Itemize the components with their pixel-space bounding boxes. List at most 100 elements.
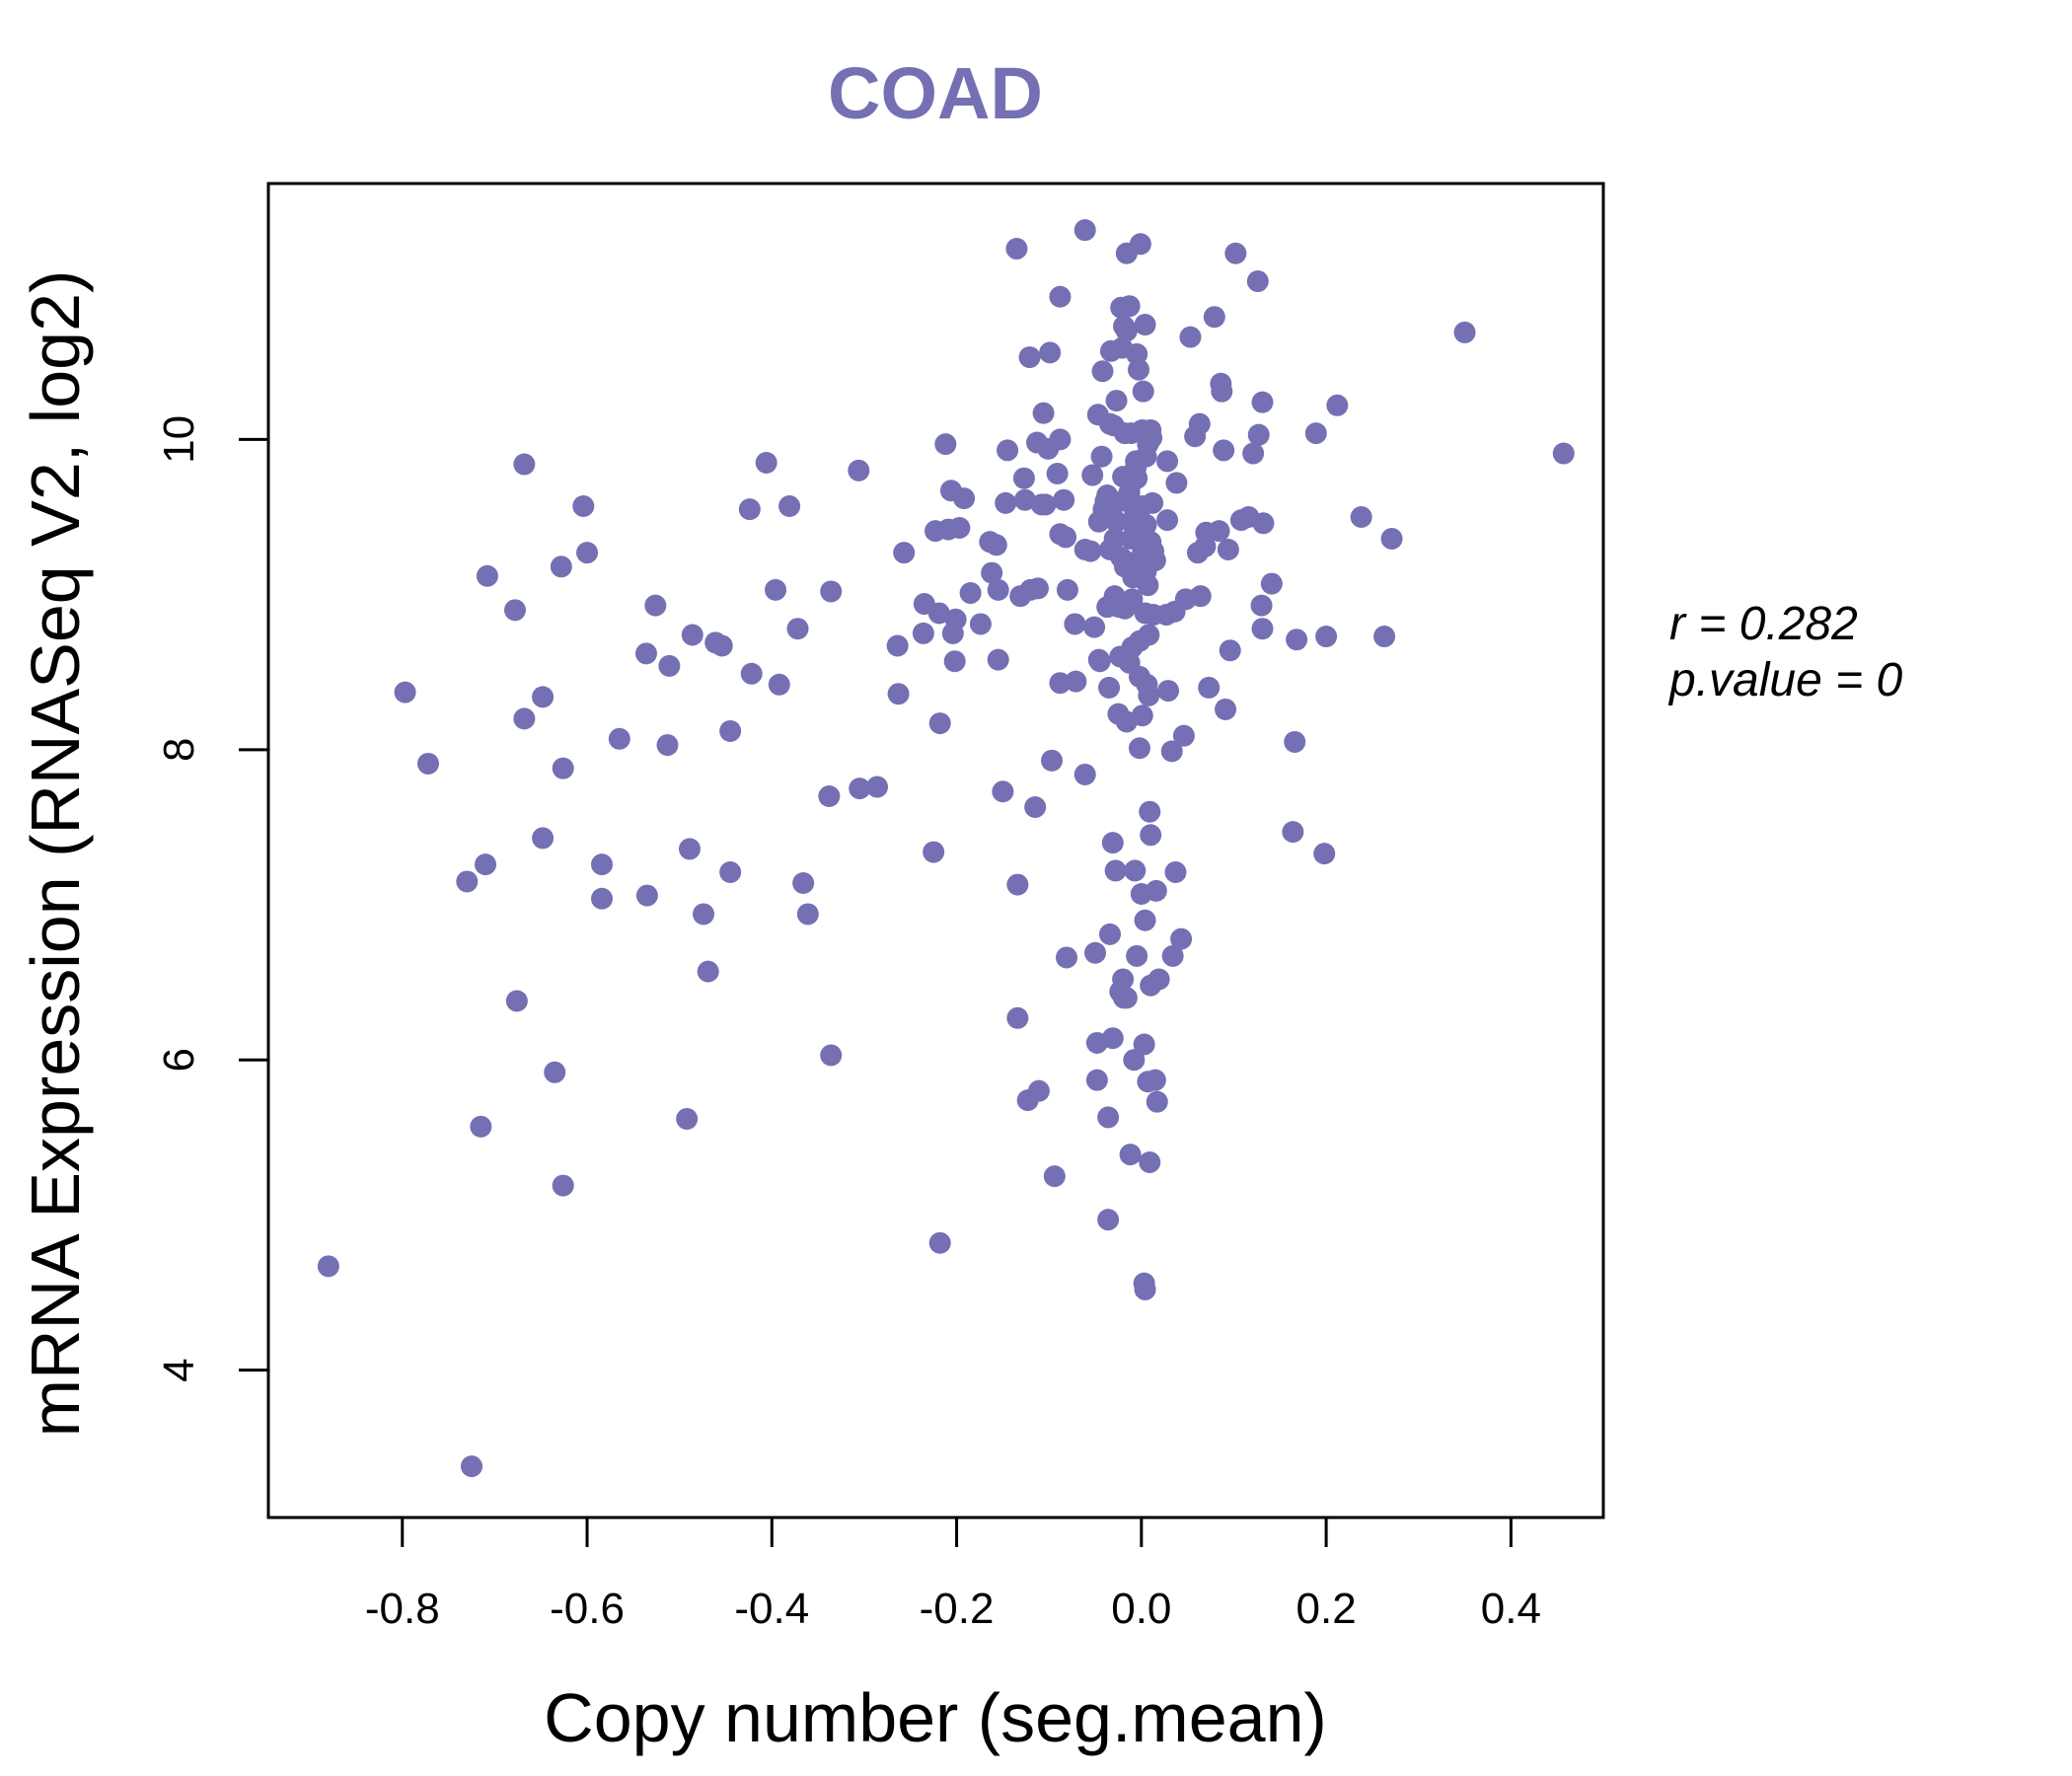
data-point (1203, 306, 1225, 329)
data-point (1039, 341, 1062, 364)
data-point (1224, 242, 1247, 264)
data-point (1161, 944, 1184, 967)
data-point (1156, 509, 1179, 532)
data-point (552, 757, 574, 779)
data-point (765, 578, 787, 601)
data-point (317, 1255, 339, 1278)
data-point (1453, 321, 1476, 343)
data-point (778, 494, 801, 517)
data-point (1101, 832, 1124, 854)
data-point (1053, 488, 1075, 511)
data-point (1081, 464, 1104, 486)
data-point (1286, 629, 1308, 651)
data-point (987, 578, 1009, 601)
data-point (893, 542, 916, 564)
data-point (985, 534, 1007, 556)
data-point (1198, 676, 1221, 699)
data-point (768, 673, 790, 696)
data-point (1326, 394, 1349, 416)
data-point (969, 613, 992, 635)
data-point (820, 580, 843, 603)
data-point (1084, 941, 1107, 964)
data-point (544, 1061, 566, 1083)
data-point (1064, 613, 1086, 635)
data-point (1041, 749, 1064, 772)
data-point (849, 777, 871, 800)
data-point (997, 439, 1019, 462)
data-point (866, 776, 889, 798)
data-point (1141, 426, 1163, 449)
data-point (1104, 859, 1127, 882)
data-point (1097, 1209, 1120, 1231)
data-point (634, 642, 657, 665)
data-point (818, 784, 841, 807)
data-point (1098, 676, 1121, 699)
data-points (317, 219, 1575, 1478)
data-point (912, 622, 934, 644)
data-point (572, 494, 595, 517)
data-point (532, 686, 555, 708)
data-point (1164, 861, 1187, 884)
data-point (693, 903, 715, 925)
data-point (1032, 402, 1055, 424)
data-point (1139, 1150, 1161, 1173)
data-point (1247, 423, 1270, 446)
data-point (394, 681, 416, 703)
data-point (697, 960, 719, 983)
data-point (1304, 422, 1327, 445)
data-point (1046, 462, 1069, 484)
data-point (1126, 467, 1148, 489)
data-point (476, 564, 498, 587)
data-point (786, 618, 809, 640)
data-point (1179, 326, 1202, 348)
data-point (591, 887, 614, 910)
data-point (1121, 588, 1144, 611)
data-point (1350, 506, 1372, 528)
data-point (1049, 428, 1072, 451)
p-value-label: p.value = 0 (1667, 654, 1902, 706)
data-point (1215, 698, 1237, 720)
data-point (1118, 295, 1141, 318)
data-point (550, 555, 572, 578)
data-point (1252, 512, 1275, 535)
x-tick-label: 0.4 (1481, 1585, 1541, 1633)
data-point (1246, 270, 1269, 293)
data-point (1079, 540, 1102, 562)
data-point (1170, 927, 1193, 950)
data-point (460, 1455, 482, 1478)
data-point (886, 634, 909, 657)
x-tick-label: 0.0 (1111, 1585, 1171, 1633)
data-point (981, 561, 1003, 584)
data-point (1188, 412, 1211, 435)
data-point (1137, 574, 1159, 597)
y-tick-label: 6 (155, 1048, 203, 1072)
data-point (1027, 1079, 1050, 1102)
data-point (1165, 472, 1188, 494)
data-point (1115, 320, 1138, 342)
data-point (1189, 585, 1212, 608)
data-point (1090, 445, 1113, 468)
data-point (943, 650, 966, 673)
data-point (576, 542, 599, 564)
x-axis: -0.8 -0.6 -0.4 -0.2 0.0 0.2 0.4 (365, 1516, 1541, 1633)
data-point (1101, 1027, 1124, 1050)
data-point (552, 1174, 574, 1197)
data-point (416, 752, 439, 775)
data-point (1284, 730, 1306, 753)
data-point (1134, 314, 1156, 336)
data-point (1026, 577, 1049, 600)
data-point (1219, 639, 1241, 662)
data-point (1134, 1278, 1156, 1300)
data-point (1073, 763, 1096, 785)
data-point (1380, 528, 1403, 551)
data-point (1049, 285, 1072, 308)
x-tick-label: -0.8 (365, 1585, 440, 1633)
data-point (504, 599, 527, 622)
data-point (505, 990, 528, 1012)
data-point (608, 727, 630, 750)
data-point (1128, 737, 1150, 760)
data-point (1112, 968, 1135, 991)
data-point (1138, 624, 1160, 646)
data-point (1144, 1069, 1166, 1091)
x-tick-label: -0.4 (734, 1585, 809, 1633)
